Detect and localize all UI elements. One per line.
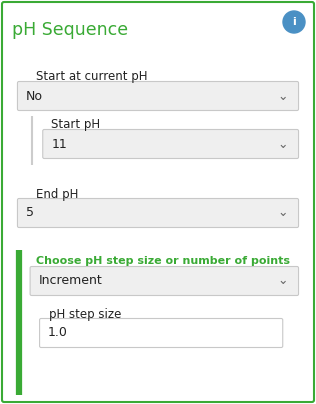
FancyBboxPatch shape [17,198,299,227]
FancyBboxPatch shape [17,82,299,111]
Text: ⌄: ⌄ [278,206,288,219]
Text: Start at current pH: Start at current pH [36,70,148,83]
Text: ⌄: ⌄ [278,274,288,288]
Text: 11: 11 [51,137,67,151]
Text: No: No [26,90,43,103]
Text: pH Sequence: pH Sequence [12,21,128,39]
Text: Increment: Increment [39,274,102,288]
FancyBboxPatch shape [43,130,299,158]
Text: i: i [292,17,296,27]
Text: ⌄: ⌄ [278,90,288,103]
Text: End pH: End pH [36,188,79,201]
Text: pH step size: pH step size [49,308,121,321]
Circle shape [283,11,305,33]
Text: ⌄: ⌄ [278,137,288,151]
FancyBboxPatch shape [2,2,314,402]
Text: Choose pH step size or number of points: Choose pH step size or number of points [36,256,290,266]
Text: 1.0: 1.0 [48,326,68,339]
FancyBboxPatch shape [30,267,299,295]
Text: 5: 5 [26,206,34,219]
Text: Start pH: Start pH [51,118,100,131]
FancyBboxPatch shape [40,318,283,347]
